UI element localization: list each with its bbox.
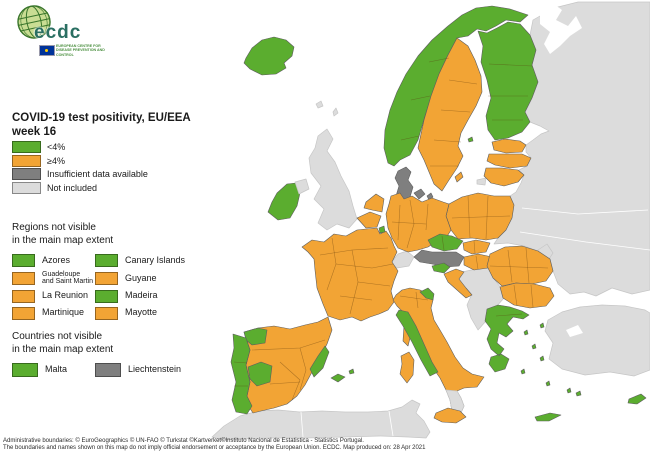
white-sea	[540, 4, 582, 54]
country-bulgaria	[499, 282, 555, 309]
region-spain-valencia	[309, 345, 330, 378]
swatch-azores	[12, 254, 35, 267]
map-footer: Administrative boundaries: © EuroGeograp…	[3, 438, 647, 452]
map-title-line1: COVID-19 test positivity, EU/EEA	[12, 112, 191, 124]
globe-icon	[17, 5, 51, 39]
legend-item-martinique: Martinique	[12, 306, 95, 320]
country-netherlands	[363, 193, 385, 213]
legend-row: Not included	[12, 181, 148, 194]
country-romania	[486, 245, 554, 287]
legend-item-mayotte: Mayotte	[95, 306, 185, 320]
country-cyprus	[627, 393, 647, 405]
countries-legend: Countries not visible in the main map ex…	[12, 331, 181, 377]
country-portugal	[230, 333, 253, 415]
region-italy-centre	[395, 309, 439, 377]
country-iceland	[243, 36, 295, 76]
region-faroe-islands	[315, 100, 339, 117]
region-kaliningrad	[476, 177, 487, 186]
region-italy-calabria	[445, 389, 465, 416]
swatch-martinique	[12, 306, 35, 320]
regions-legend: Regions not visible in the main map exte…	[12, 222, 185, 320]
map-title: COVID-19 test positivity, EU/EEA week 16	[12, 111, 191, 139]
country-greece	[484, 304, 582, 422]
countries-legend-title: Countries not visible in the main map ex…	[12, 331, 114, 355]
legend-item-malta: Malta	[12, 363, 95, 377]
legend-item-madeira: Madeira	[95, 289, 185, 303]
ecdc-logo: ecdc EUROPEAN CENTRE FOR DISEASE PREVENT…	[10, 2, 130, 58]
country-latvia	[486, 153, 532, 169]
legend-item-la-reunion: La Reunion	[12, 289, 95, 303]
legend-item-guadeloupe: Guadeloupe and Saint Martin	[12, 271, 95, 286]
legend-label: Insufficient data available	[47, 169, 148, 179]
legend-label: <4%	[47, 142, 66, 152]
legend-label: Not included	[47, 182, 98, 193]
country-slovenia	[431, 262, 451, 274]
legend-swatch-ge4	[12, 154, 41, 167]
country-lithuania	[483, 167, 525, 187]
legend-item-guyane: Guyane	[95, 271, 185, 286]
country-belgium	[356, 211, 382, 229]
country-turkey	[544, 304, 650, 377]
region-spain-extremadura	[247, 361, 273, 387]
legend-item-canary-islands: Canary Islands	[95, 254, 185, 267]
ecdc-org-text: EUROPEAN CENTRE FOR DISEASE PREVENTION A…	[56, 44, 105, 57]
countries-legend-grid: Malta Liechtenstein	[12, 363, 181, 377]
country-estonia	[491, 138, 527, 154]
ecdc-wordmark: ecdc	[34, 22, 82, 43]
swatch-la-reunion	[12, 289, 35, 303]
country-slovakia	[462, 239, 491, 255]
map-title-line2: week 16	[12, 126, 57, 138]
legend-row: <4%	[12, 141, 148, 153]
regions-legend-title: Regions not visible in the main map exte…	[12, 222, 114, 246]
footer-line1: Administrative boundaries: © EuroGeograp…	[3, 438, 364, 444]
regions-legend-grid: Azores Canary Islands Guadeloupe and Sai…	[12, 254, 185, 320]
swatch-liechtenstein	[95, 363, 121, 377]
region-north-africa	[211, 399, 431, 441]
swatch-malta	[12, 363, 38, 377]
swatch-madeira	[95, 289, 118, 303]
country-sweden	[417, 37, 483, 192]
country-poland	[445, 192, 515, 241]
legend-swatch-not-included	[12, 181, 41, 194]
legend-label: ≥4%	[47, 155, 65, 166]
region-spain-balearics	[330, 368, 355, 383]
swatch-guyane	[95, 271, 118, 285]
country-czechia	[427, 233, 464, 252]
swatch-canary-islands	[95, 254, 118, 267]
legend-item-azores: Azores	[12, 254, 95, 267]
region-sicily	[433, 407, 467, 424]
region-sardinia	[399, 351, 415, 384]
region-borders	[233, 57, 549, 401]
eu-flag-icon	[39, 45, 55, 56]
region-italy-northeast	[419, 287, 435, 301]
non-eu-borders	[300, 207, 650, 438]
country-ireland	[267, 182, 301, 221]
legend-swatch-lt4	[12, 141, 41, 153]
region-northern-ireland	[294, 178, 310, 195]
legend-row: ≥4%	[12, 154, 148, 167]
swatch-guadeloupe	[12, 271, 35, 285]
legend-swatch-insufficient	[12, 168, 41, 180]
country-united-kingdom	[308, 128, 358, 231]
main-legend: <4% ≥4% Insufficient data available Not …	[12, 141, 148, 196]
swatch-mayotte	[95, 306, 118, 320]
footer-line2: The boundaries and names shown on this m…	[3, 445, 426, 451]
legend-row: Insufficient data available	[12, 168, 148, 180]
country-finland	[467, 21, 539, 143]
country-luxembourg	[378, 225, 386, 234]
legend-item-liechtenstein: Liechtenstein	[95, 363, 181, 377]
country-croatia	[443, 268, 473, 299]
sea-of-marmara	[566, 325, 583, 337]
